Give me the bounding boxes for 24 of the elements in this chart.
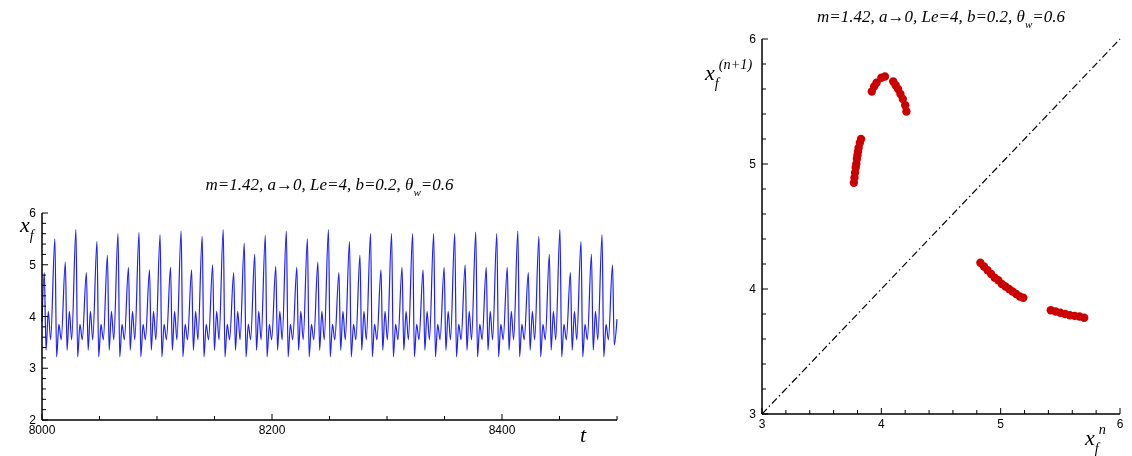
x-tick-label: 4 <box>877 417 885 431</box>
x-tick-label: 6 <box>1116 417 1124 431</box>
x-axis-title: t <box>580 422 587 447</box>
y-tick-label: 6 <box>749 32 757 46</box>
x-tick-label: 8000 <box>28 423 56 437</box>
y-tick-label: 4 <box>29 309 37 324</box>
chart-title: m=1.42, a→0, Le=4, b=0.2, θ$_{w}$=0.6 <box>205 175 455 198</box>
point <box>880 72 890 81</box>
y-tick-label: 5 <box>749 157 757 171</box>
chart-title: m=1.42, a→0, Le=4, b=0.2, θ$_{w}$=0.6 <box>816 7 1066 30</box>
line-series <box>41 228 618 358</box>
point <box>872 78 881 87</box>
x-tick-label: 8400 <box>488 423 516 437</box>
x-tick-label: 5 <box>997 417 1005 431</box>
x-tick-label: 3 <box>758 417 766 431</box>
point <box>1019 293 1028 302</box>
point <box>1080 313 1089 322</box>
y-tick-label: 3 <box>29 361 37 376</box>
y-tick-label: 4 <box>749 282 757 296</box>
y-tick-label: 6 <box>29 206 37 220</box>
x-tick-label: 8200 <box>258 423 286 437</box>
point <box>902 107 911 116</box>
y-tick-label: 3 <box>749 407 757 421</box>
y-tick-label: 5 <box>29 257 37 272</box>
